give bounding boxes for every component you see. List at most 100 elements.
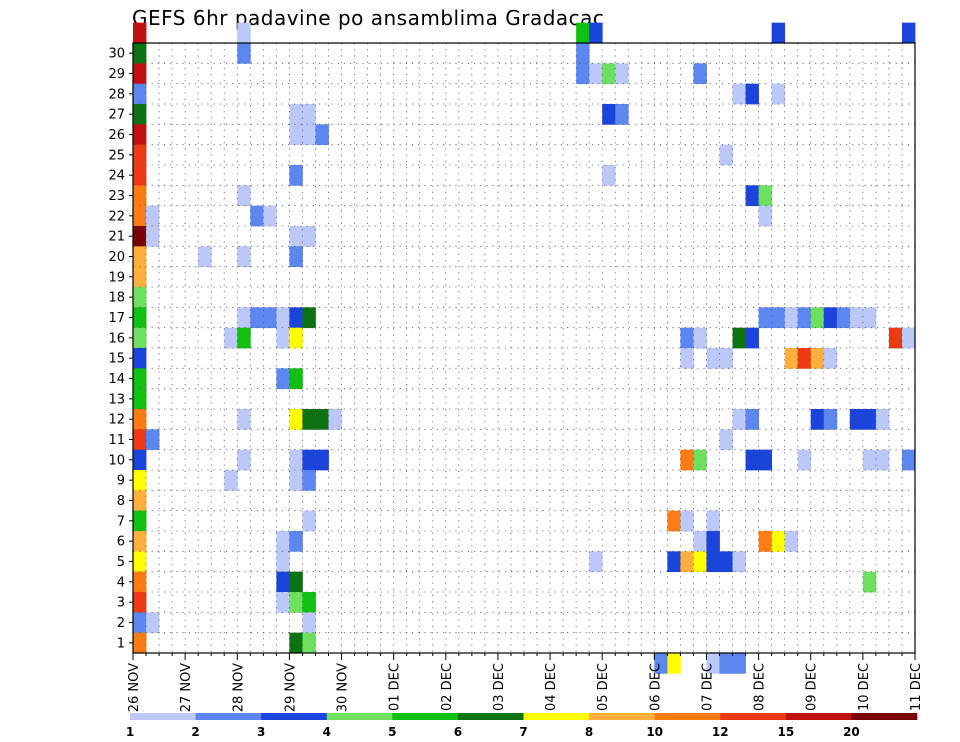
x-tick-label: 04 DEC [544, 663, 559, 711]
heatmap-cell [797, 307, 812, 329]
heatmap-cell [771, 22, 786, 44]
heatmap-cell [602, 104, 616, 125]
heatmap-cell [133, 165, 147, 186]
heatmap-cell [862, 409, 877, 430]
y-tick-label: 14 [108, 372, 125, 387]
heatmap-cell [133, 510, 147, 532]
heatmap-cell [289, 307, 303, 329]
heatmap-cell [237, 246, 251, 268]
heatmap-cell [771, 307, 786, 329]
heatmap-cell [576, 63, 590, 85]
heatmap-cell [198, 246, 212, 268]
x-tick-label: 07 DEC [700, 663, 715, 711]
heatmap-cell [693, 63, 707, 85]
y-tick-label: 26 [108, 128, 125, 143]
heatmap-cell [302, 409, 316, 430]
heatmap-cell [667, 653, 681, 674]
heatmap-cell [771, 531, 786, 552]
heatmap-cell [732, 327, 746, 349]
y-tick-label: 17 [108, 311, 125, 326]
heatmap-cell [133, 266, 147, 288]
heatmap-cell [706, 510, 720, 532]
heatmap-cell [875, 409, 890, 430]
y-tick-label: 7 [117, 514, 125, 529]
colorbar-label: 2 [191, 725, 199, 739]
heatmap-cell [289, 592, 303, 613]
colorbar-label: 5 [388, 725, 396, 739]
colorbar-label: 15 [777, 725, 794, 739]
heatmap-cell [250, 307, 264, 329]
y-tick-label: 11 [108, 433, 125, 448]
heatmap-cell [667, 510, 681, 532]
heatmap-cell [133, 226, 147, 247]
heatmap-cell [758, 449, 773, 471]
heatmap-cell [250, 205, 264, 227]
heatmap-cell [823, 409, 838, 430]
heatmap-cell [693, 551, 707, 573]
heatmap-cell [680, 510, 694, 532]
x-tick-label: 06 DEC [648, 663, 663, 711]
y-tick-label: 13 [108, 392, 125, 407]
heatmap-cell [797, 449, 812, 471]
heatmap-cell [302, 449, 316, 471]
heatmap-cell [615, 104, 629, 125]
y-tick-label: 12 [108, 413, 125, 428]
y-tick-label: 5 [117, 555, 125, 570]
cells-layer [133, 22, 916, 674]
heatmap-cell [263, 307, 277, 329]
heatmap-cell [289, 632, 303, 654]
heatmap-cell [133, 327, 147, 349]
x-tick-label: 05 DEC [596, 663, 611, 711]
heatmap-cell [693, 327, 707, 349]
heatmap-cell [289, 449, 303, 471]
heatmap-cell [797, 348, 812, 369]
y-tick-label: 30 [108, 47, 125, 62]
heatmap-cell [133, 205, 147, 227]
y-tick-label: 3 [117, 596, 125, 611]
heatmap-cell [133, 388, 147, 410]
heatmap-cell [667, 551, 681, 573]
chart-title: GEFS 6hr padavine po ansamblima Gradacac [132, 6, 605, 30]
y-tick-label: 19 [108, 270, 125, 285]
heatmap-cell [745, 185, 759, 207]
heatmap-cell [758, 205, 773, 227]
heatmap-cell [784, 307, 799, 329]
heatmap-cell [133, 409, 147, 430]
heatmap-cell [706, 551, 720, 573]
y-tick-label: 28 [108, 87, 125, 102]
heatmap-cell [732, 83, 746, 105]
heatmap-cell [133, 185, 147, 207]
y-tick-label: 24 [108, 169, 125, 184]
heatmap-cell [133, 632, 147, 654]
heatmap-cell [302, 226, 316, 247]
x-tick-label: 30 NOV [336, 663, 351, 712]
colorbar-label: 12 [712, 725, 729, 739]
heatmap-cell [276, 327, 290, 349]
heatmap-cell [276, 571, 290, 593]
heatmap-cell [133, 429, 147, 451]
heatmap-cell [758, 185, 773, 207]
heatmap-cell [784, 348, 799, 369]
heatmap-cell [237, 327, 251, 349]
x-tick-label: 10 DEC [857, 663, 872, 711]
heatmap-cell [706, 653, 720, 674]
y-tick-label: 6 [117, 535, 125, 550]
colorbar-label: 6 [454, 725, 462, 739]
heatmap-cell [276, 368, 290, 390]
grid-layer [133, 43, 915, 653]
x-tick-label: 09 DEC [805, 663, 820, 711]
heatmap-cell [810, 348, 825, 369]
heatmap-cell [237, 307, 251, 329]
y-tick-label: 18 [108, 291, 125, 306]
heatmap-cell [237, 22, 251, 44]
y-tick-label: 22 [108, 209, 125, 224]
heatmap-cell [719, 429, 733, 451]
heatmap-cell [133, 287, 147, 308]
heatmap-cell [133, 470, 147, 491]
colorbar-swatch [457, 713, 524, 720]
heatmap-cell [784, 531, 799, 552]
heatmap-cell [589, 551, 603, 573]
heatmap-cell [302, 124, 316, 146]
heatmap-cell [289, 571, 303, 593]
